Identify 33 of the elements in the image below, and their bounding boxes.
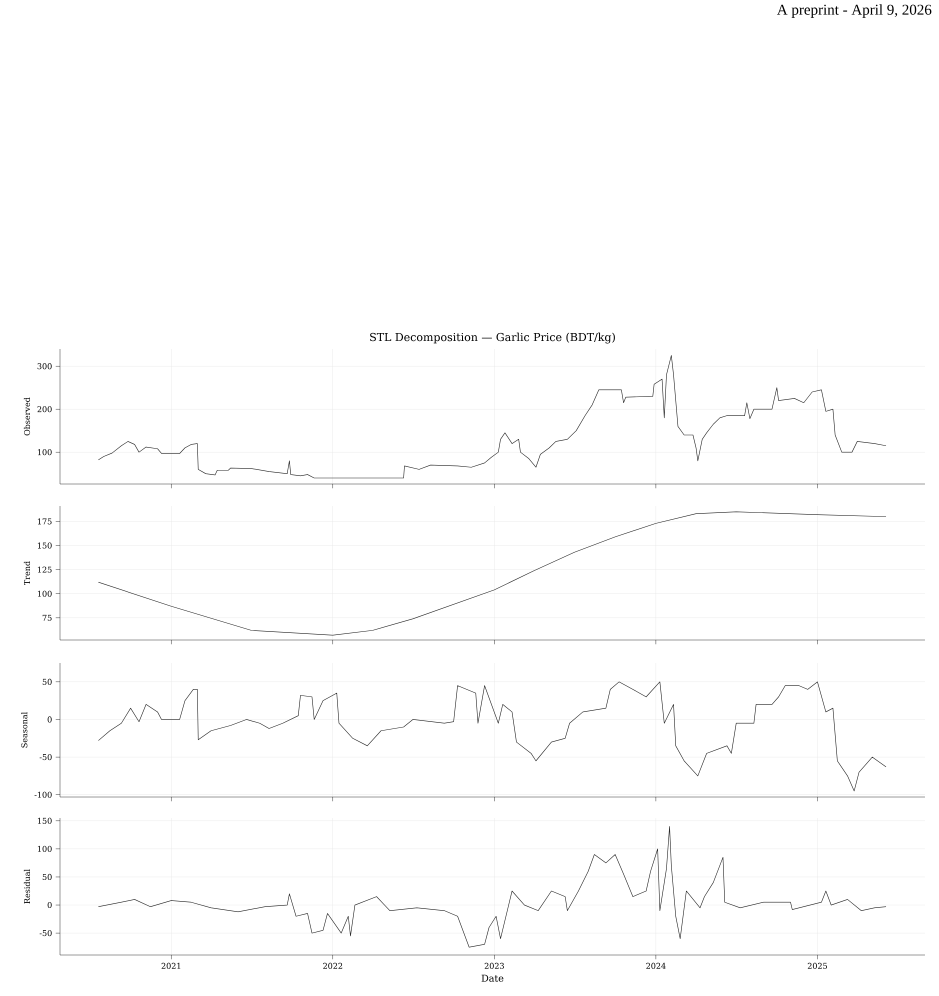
y-tick-label: 175 <box>38 518 52 524</box>
y-axis-title: Residual <box>24 869 30 904</box>
y-tick-label: 200 <box>37 406 52 412</box>
x-tick-label: 2021 <box>162 962 180 969</box>
x-axis-title: Date <box>482 974 504 982</box>
y-tick-label: 150 <box>38 818 52 824</box>
y-tick-label: 150 <box>38 542 52 549</box>
y-tick-label: 50 <box>42 678 52 685</box>
x-tick-label: 2023 <box>484 962 504 969</box>
y-tick-label: 100 <box>38 449 52 456</box>
y-tick-label: 100 <box>38 846 52 852</box>
y-tick-label: 0 <box>48 716 52 722</box>
text: A preprint - April 9, 2026 <box>776 4 932 18</box>
x-tick-label: 2022 <box>323 962 342 969</box>
line-series <box>98 682 886 792</box>
y-tick-label: -50 <box>40 754 52 760</box>
line-series <box>98 826 886 948</box>
y-tick-label: -50 <box>40 930 52 936</box>
x-tick-label: 2025 <box>808 962 827 969</box>
y-tick-label: 125 <box>38 566 52 573</box>
y-tick-label: 50 <box>42 874 52 880</box>
y-axis-title: Seasonal <box>21 712 28 748</box>
y-tick-label: 0 <box>48 902 52 908</box>
chart-title: STL Decomposition — Garlic Price (BDT/kg) <box>370 332 615 344</box>
y-tick-label: 300 <box>38 363 52 370</box>
line-series <box>98 511 886 636</box>
x-tick-label: 2024 <box>646 962 666 969</box>
y-axis-title: Observed <box>24 397 30 436</box>
y-axis-title: Trend <box>24 561 30 586</box>
line-series <box>98 355 886 478</box>
y-tick-label: 100 <box>38 590 52 597</box>
y-tick-label: 75 <box>42 614 52 621</box>
y-tick-label: -100 <box>34 792 52 798</box>
